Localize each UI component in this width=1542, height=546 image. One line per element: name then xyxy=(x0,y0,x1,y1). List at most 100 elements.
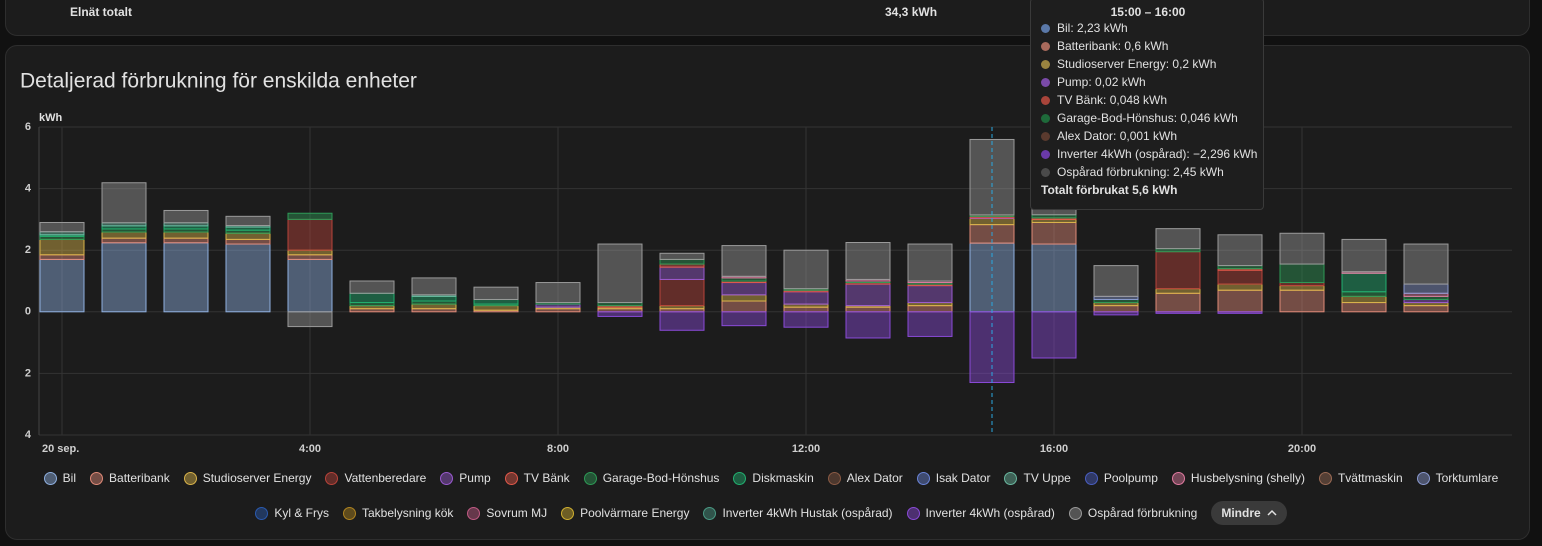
legend-item[interactable]: Poolpump xyxy=(1084,471,1158,485)
legend-label: Poolpump xyxy=(1103,471,1158,485)
legend-swatch xyxy=(1171,471,1185,485)
bar-segment xyxy=(783,311,829,328)
bar-segment xyxy=(845,311,891,339)
tooltip-text: Totalt förbrukat 5,6 kWh xyxy=(1041,183,1178,197)
bar-segment xyxy=(907,243,953,282)
bar-segment xyxy=(39,254,85,260)
legend-swatch xyxy=(561,506,575,520)
legend-item[interactable]: Garage-Bod-Hönshus xyxy=(583,471,719,485)
legend-swatch xyxy=(733,471,747,485)
legend-swatch xyxy=(1416,471,1430,485)
chart-title: Detaljerad förbrukning för enskilda enhe… xyxy=(20,70,417,93)
legend-item[interactable]: Poolvärmare Energy xyxy=(561,506,689,520)
legend-item[interactable]: TV Uppe xyxy=(1004,471,1071,485)
bar-segment xyxy=(287,218,333,251)
legend-swatch xyxy=(1318,471,1332,485)
toggle-button[interactable]: Mindre xyxy=(1211,501,1287,525)
legend-label: Vattenberedare xyxy=(344,471,427,485)
legend-item[interactable]: Takbelysning kök xyxy=(343,506,453,520)
bar-segment xyxy=(411,295,457,302)
summary-value: 34,3 kWh xyxy=(885,5,938,19)
bar-segment xyxy=(225,238,271,245)
legend-swatch xyxy=(183,471,197,485)
legend-item[interactable]: Batteribank xyxy=(90,471,170,485)
bar-segment xyxy=(1217,289,1263,313)
bar-segment xyxy=(473,286,519,300)
bar-segment xyxy=(1403,243,1449,285)
legend-item[interactable]: Studioserver Energy xyxy=(183,471,311,485)
bar-segment xyxy=(1093,311,1139,316)
legend-item[interactable]: Inverter 4kWh Hustak (ospårad) xyxy=(703,506,893,520)
bar-segment xyxy=(1341,238,1387,273)
bar-segment xyxy=(1155,292,1201,313)
legend-item[interactable]: Alex Dator xyxy=(827,471,903,485)
bar-segment xyxy=(845,306,891,313)
tooltip-item: Garage-Bod-Hönshus: 0,046 kWh xyxy=(1041,111,1238,125)
legend-label: Poolvärmare Energy xyxy=(580,506,690,520)
bar-segment xyxy=(1341,295,1387,304)
tooltip-total: Totalt förbrukat 5,6 kWh xyxy=(1041,183,1177,197)
summary-card: Elnät totalt 34,3 kWh xyxy=(5,0,1530,36)
legend-item[interactable]: Pump xyxy=(440,471,491,485)
bar-segment xyxy=(101,237,147,244)
bar-segment xyxy=(1279,232,1325,265)
bar-segment xyxy=(1155,251,1201,290)
legend-label: Diskmaskin xyxy=(752,471,814,485)
bar-segment xyxy=(411,303,457,310)
y-tick-label: 6 xyxy=(25,121,31,133)
bar-segment xyxy=(287,311,333,328)
tooltip-text: Garage-Bod-Hönshus: 0,046 kWh xyxy=(1057,111,1238,125)
legend-label: Takbelysning kök xyxy=(362,506,454,520)
bar-segment xyxy=(721,245,767,277)
legend-label: Alex Dator xyxy=(846,471,903,485)
tooltip: 15:00 – 16:00 Bil: 2,23 kWh Batteribank:… xyxy=(1030,0,1264,210)
bar-segment xyxy=(1155,228,1201,250)
tooltip-text: Alex Dator: 0,001 kWh xyxy=(1057,129,1178,143)
bar-segment xyxy=(1403,283,1449,294)
bar-segment xyxy=(783,291,829,305)
bar-segment xyxy=(1217,283,1263,291)
legend-swatch xyxy=(343,506,356,520)
x-tick-label: 8:00 xyxy=(547,443,569,455)
legend-item[interactable]: Diskmaskin xyxy=(733,471,814,485)
bar-segment xyxy=(845,242,891,280)
tooltip-text: Ospårad förbrukning: 2,45 kWh xyxy=(1057,165,1224,179)
bar-segment xyxy=(411,277,457,296)
legend-item[interactable]: Isak Dator xyxy=(916,471,990,485)
legend-item[interactable]: Sovrum MJ xyxy=(467,506,547,520)
tooltip-title: 15:00 – 16:00 xyxy=(1110,5,1186,19)
legend-label: Torktumlare xyxy=(1435,471,1499,485)
summary-label: Elnät totalt xyxy=(70,5,132,19)
legend-item[interactable]: Torktumlare xyxy=(1416,471,1499,485)
bar-segment xyxy=(907,311,953,337)
legend-item[interactable]: Husbelysning (shelly) xyxy=(1171,471,1305,485)
legend-item[interactable]: TV Bänk xyxy=(504,471,570,485)
bar-segment xyxy=(287,249,333,256)
bar-segment xyxy=(287,212,333,220)
y-tick-label: 2 xyxy=(25,244,31,256)
legend-item[interactable]: Vattenberedare xyxy=(325,471,426,485)
legend-swatch xyxy=(1004,471,1018,485)
legend-item[interactable]: Kyl & Frys xyxy=(255,506,329,520)
bar-segment xyxy=(1155,288,1201,294)
bar-segment xyxy=(659,252,705,260)
bar-segment xyxy=(1093,305,1139,313)
legend-swatch xyxy=(827,471,841,485)
legend-label: Batteribank xyxy=(109,471,170,485)
y-axis-label: kWh xyxy=(39,112,63,124)
legend-item[interactable]: Bil xyxy=(43,471,76,485)
bar-segment xyxy=(287,254,333,260)
y-tick-label: 4 xyxy=(25,429,32,441)
legend-item[interactable]: Tvättmaskin xyxy=(1318,471,1403,485)
legend-swatch xyxy=(1068,506,1082,520)
bar-segment xyxy=(1341,272,1387,293)
bar-segment xyxy=(659,278,705,307)
x-tick-label: 20 sep. xyxy=(42,443,79,455)
bar-segment xyxy=(225,232,271,240)
button-label: Mindre xyxy=(1221,506,1261,520)
bar-segment xyxy=(1341,291,1387,297)
legend-item[interactable]: Ospårad förbrukning xyxy=(1068,506,1197,520)
bar-segment xyxy=(597,311,643,317)
bar-segment xyxy=(1279,263,1325,284)
legend-item[interactable]: Inverter 4kWh (ospårad) xyxy=(906,506,1055,520)
